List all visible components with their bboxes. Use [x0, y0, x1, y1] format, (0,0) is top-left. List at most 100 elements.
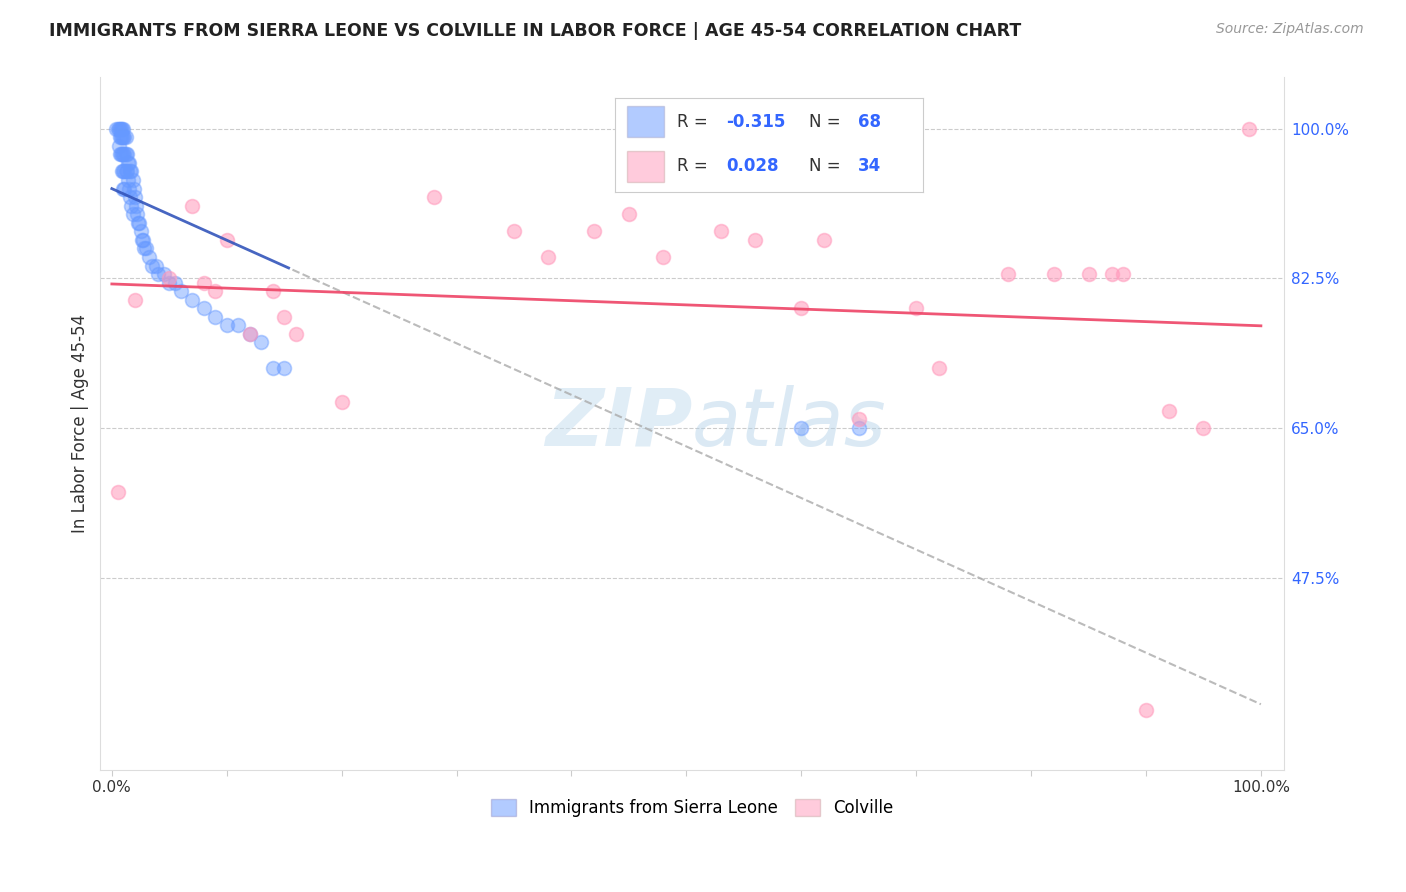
Point — [108, 130, 131, 145]
Point — [114, 164, 136, 178]
Point — [239, 326, 262, 341]
Point — [193, 301, 215, 316]
Point — [1157, 404, 1180, 418]
Point — [115, 147, 138, 161]
Point — [710, 224, 733, 238]
Point — [141, 259, 163, 273]
Point — [813, 233, 835, 247]
Point — [997, 267, 1019, 281]
Text: IMMIGRANTS FROM SIERRA LEONE VS COLVILLE IN LABOR FORCE | AGE 45-54 CORRELATION : IMMIGRANTS FROM SIERRA LEONE VS COLVILLE… — [49, 22, 1022, 40]
Point — [262, 361, 284, 376]
Point — [112, 121, 135, 136]
Point — [1239, 121, 1261, 136]
Point — [193, 276, 215, 290]
Point — [790, 421, 813, 435]
Point — [120, 199, 142, 213]
Point — [118, 181, 141, 195]
Point — [127, 216, 149, 230]
Point — [110, 147, 132, 161]
Text: ZIP: ZIP — [544, 384, 692, 463]
Point — [1192, 421, 1215, 435]
Point — [125, 199, 148, 213]
Point — [905, 301, 928, 316]
Point — [115, 164, 138, 178]
Point — [110, 130, 132, 145]
Point — [181, 199, 204, 213]
Point — [652, 250, 675, 264]
Point — [132, 242, 155, 256]
Point — [129, 224, 152, 238]
Point — [1077, 267, 1099, 281]
Point — [848, 412, 870, 426]
Point — [330, 395, 353, 409]
Point — [790, 301, 813, 316]
Point — [131, 233, 153, 247]
Text: atlas: atlas — [692, 384, 887, 463]
Point — [226, 318, 249, 333]
Point — [111, 121, 134, 136]
Point — [152, 267, 174, 281]
Point — [204, 284, 226, 298]
Point — [1135, 703, 1157, 717]
Point — [146, 267, 169, 281]
Point — [138, 250, 160, 264]
Point — [120, 164, 142, 178]
Point — [114, 147, 136, 161]
Point — [215, 318, 238, 333]
Point — [1112, 267, 1135, 281]
Point — [262, 284, 284, 298]
Point — [273, 361, 295, 376]
Point — [114, 130, 136, 145]
Point — [120, 190, 142, 204]
Point — [117, 156, 139, 170]
Point — [121, 173, 143, 187]
Point — [110, 121, 132, 136]
Point — [121, 207, 143, 221]
Point — [107, 485, 129, 500]
Point — [273, 310, 295, 324]
Point — [744, 233, 766, 247]
Point — [1101, 267, 1123, 281]
Point — [215, 233, 238, 247]
Point — [239, 326, 262, 341]
Point — [118, 156, 141, 170]
Point — [537, 250, 560, 264]
Point — [181, 293, 204, 307]
Legend: Immigrants from Sierra Leone, Colville: Immigrants from Sierra Leone, Colville — [484, 792, 900, 824]
Point — [157, 271, 180, 285]
Point — [114, 147, 136, 161]
Point — [108, 147, 131, 161]
Point — [120, 164, 142, 178]
Point — [124, 190, 146, 204]
Point — [107, 121, 129, 136]
Point — [135, 242, 157, 256]
Point — [105, 121, 128, 136]
Point — [928, 361, 950, 376]
Point — [163, 276, 186, 290]
Point — [157, 276, 180, 290]
Point — [170, 284, 193, 298]
Point — [204, 310, 226, 324]
Point — [107, 121, 129, 136]
Point — [111, 147, 134, 161]
Point — [127, 207, 149, 221]
Point — [112, 181, 135, 195]
Point — [848, 421, 870, 435]
Point — [112, 147, 135, 161]
Point — [111, 130, 134, 145]
Point — [107, 138, 129, 153]
Text: Source: ZipAtlas.com: Source: ZipAtlas.com — [1216, 22, 1364, 37]
Point — [112, 130, 135, 145]
Point — [132, 233, 155, 247]
Point — [250, 335, 273, 350]
Point — [1043, 267, 1066, 281]
Point — [114, 130, 136, 145]
Y-axis label: In Labor Force | Age 45-54: In Labor Force | Age 45-54 — [72, 314, 89, 533]
Point — [503, 224, 526, 238]
Point — [108, 121, 131, 136]
Point — [128, 216, 150, 230]
Point — [583, 224, 606, 238]
Point — [114, 181, 136, 195]
Point — [112, 164, 135, 178]
Point — [422, 190, 444, 204]
